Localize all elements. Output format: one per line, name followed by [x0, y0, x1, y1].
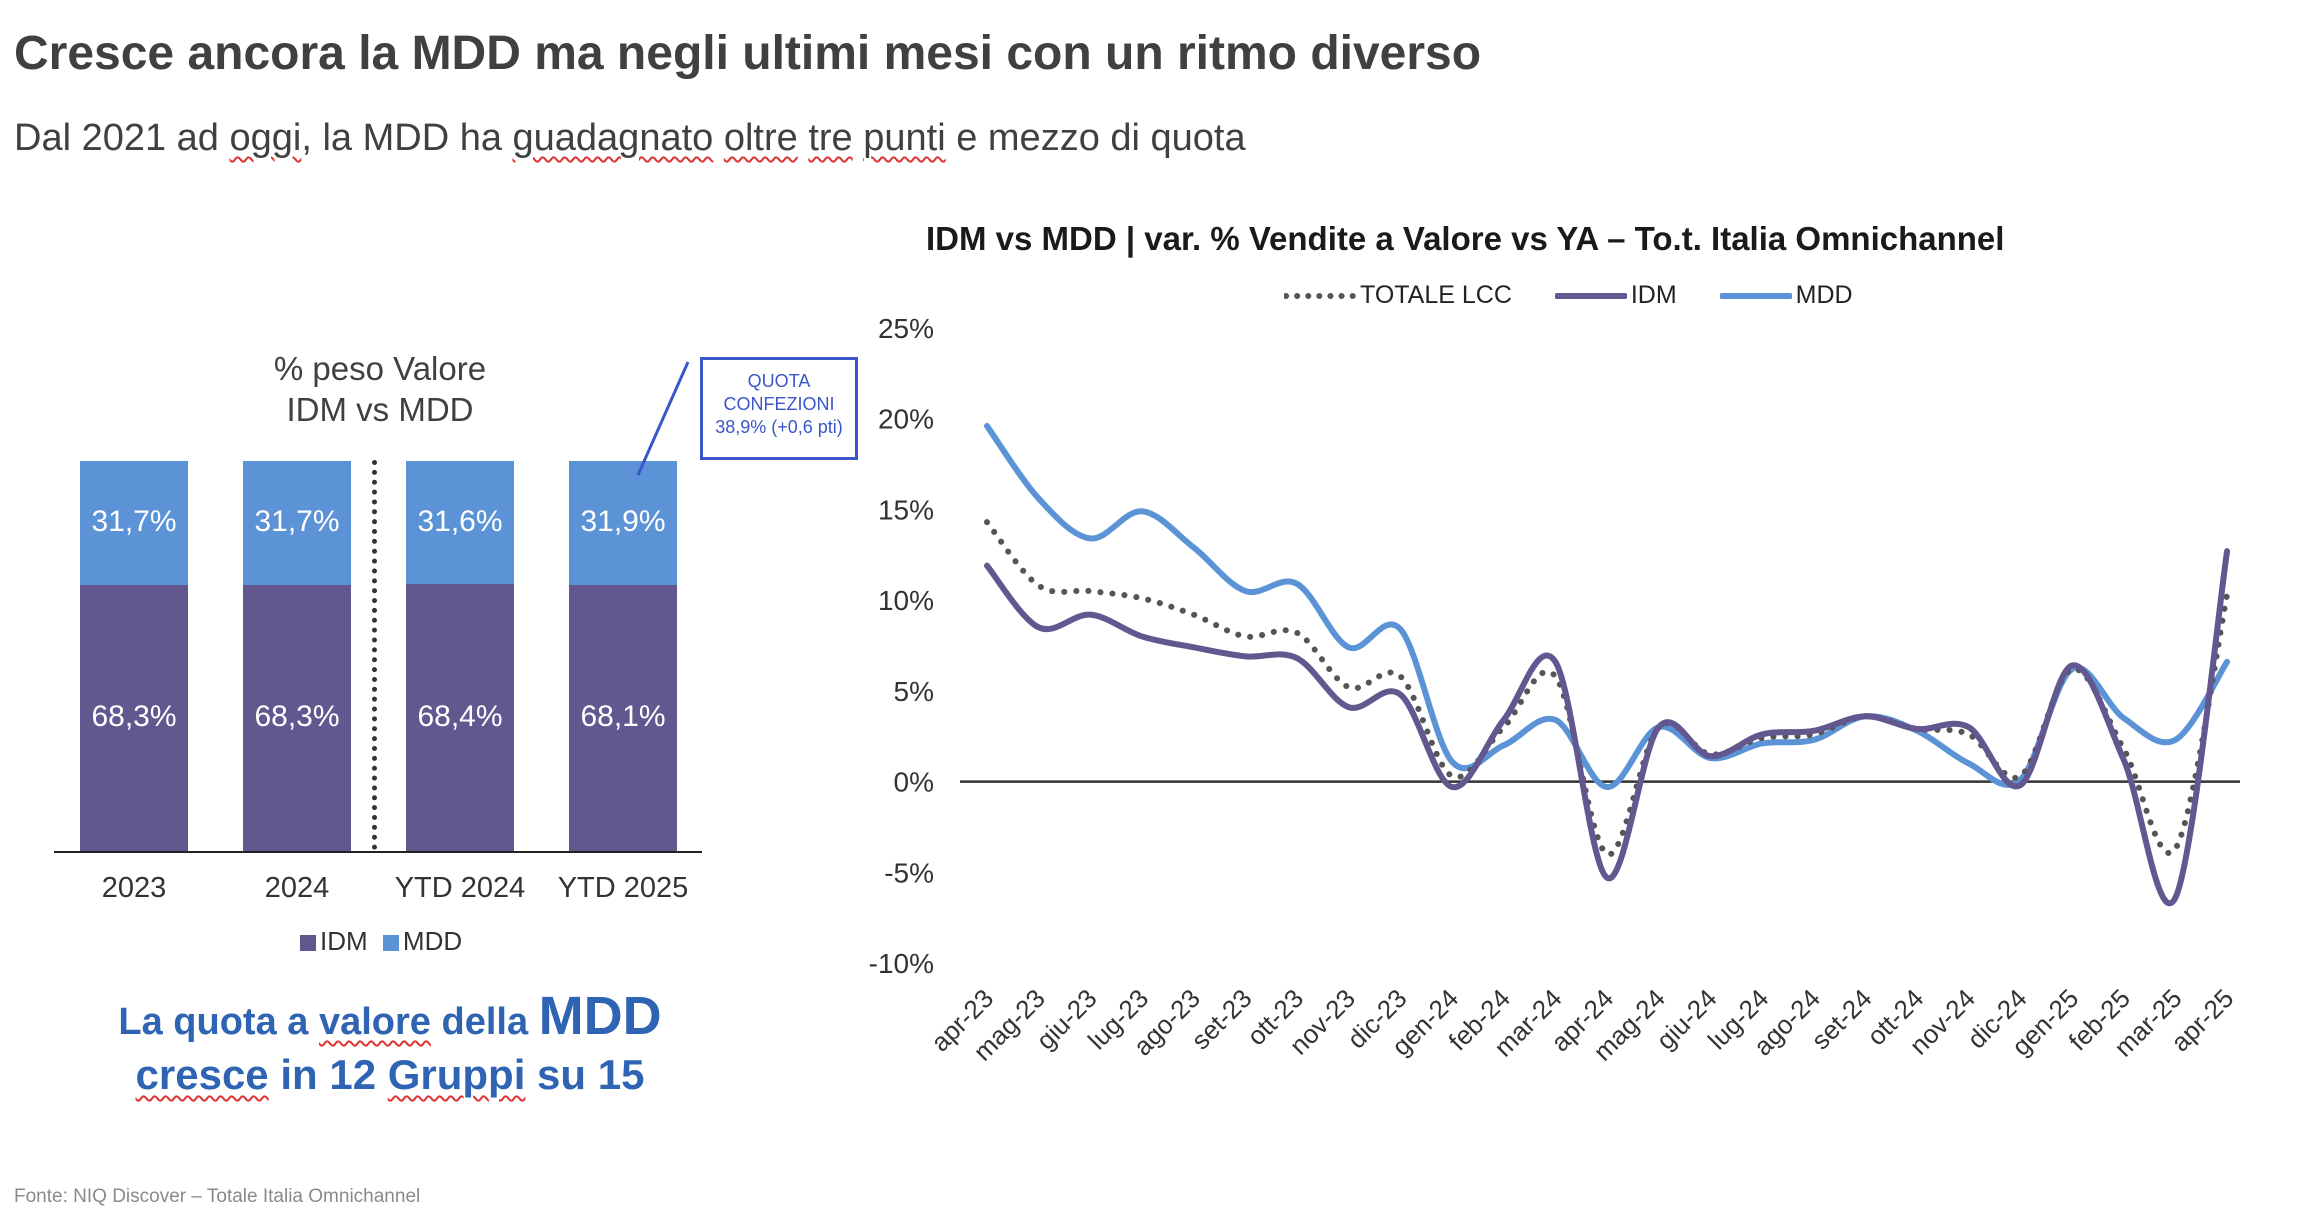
bar-label-mdd: 31,6% [417, 504, 503, 538]
highlight-text: Gruppi [387, 1051, 526, 1098]
subtitle-part: punti [863, 117, 946, 159]
bar-idm [569, 585, 677, 851]
legend-swatch-mdd [382, 935, 399, 952]
bar-mdd [569, 461, 677, 586]
y-tick-label: 5% [894, 676, 934, 707]
callout-pointer-line [636, 361, 690, 476]
subtitle-part: Dal 2021 ad [14, 117, 230, 159]
legend-label-total: TOTALE LCC [1360, 281, 1512, 309]
subtitle-part: oltre [723, 117, 798, 159]
highlight-message: La quota a valore della MDD cresce in 12… [40, 985, 740, 1099]
highlight-text: della [430, 1001, 539, 1043]
y-tick-label: -5% [884, 857, 934, 888]
bar-chart-title-line: IDM vs MDD [286, 391, 474, 428]
ytd-divider-line [372, 460, 377, 850]
bar-category-label: 2024 [264, 872, 330, 904]
bar-idm [243, 584, 351, 851]
line-legend: TOTALE LCC IDM MDD [1284, 281, 1853, 310]
bar-x-axis-line [54, 851, 702, 853]
highlight-text: in 12 [268, 1051, 388, 1098]
legend-swatch-idm [300, 935, 316, 952]
page-title: Cresce ancora la MDD ma negli ultimi mes… [14, 27, 1482, 80]
subtitle-part: guadagnato [512, 117, 714, 159]
bar-idm [406, 584, 514, 851]
series-line-total [984, 519, 2231, 858]
highlight-text: su 15 [525, 1051, 645, 1098]
bar-label-idm: 68,3% [254, 699, 340, 733]
legend-line-mdd [1719, 293, 1792, 300]
callout-line: 38,9% (+0,6 pti) [715, 417, 843, 437]
legend-label-idm-line: IDM [1630, 281, 1677, 309]
y-tick-label: 10% [878, 585, 934, 616]
subtitle-part: tre [808, 117, 853, 159]
bar-label-mdd: 31,7% [91, 504, 177, 538]
legend-label-mdd: MDD [402, 926, 463, 956]
series-line-idm [984, 548, 2231, 907]
bar-category-label: 2023 [101, 872, 167, 904]
subtitle-part: , la MDD ha [301, 117, 513, 159]
highlight-text: cresce [135, 1051, 269, 1098]
highlight-text: La quota a [118, 1001, 319, 1043]
legend-label-mdd-line: MDD [1795, 281, 1853, 309]
bar-label-mdd: 31,7% [254, 504, 340, 538]
x-tick-label: set-24 [1805, 983, 1877, 1055]
y-tick-label: -10% [869, 948, 934, 979]
subtitle-part: e mezzo di quota [945, 117, 1246, 159]
y-tick-label: 20% [878, 404, 934, 435]
line-chart-title: IDM vs MDD | var. % Vendite a Valore vs … [926, 220, 2005, 257]
bar-mdd [243, 461, 351, 585]
callout-connector [636, 361, 690, 476]
y-tick-label: 15% [878, 494, 934, 525]
callout-line: QUOTA [747, 371, 811, 391]
bar-category-label: YTD 2025 [557, 872, 689, 904]
subtitle-part: oggi [229, 117, 302, 159]
x-tick-label: set-23 [1185, 983, 1257, 1055]
y-tick-label: 0% [894, 767, 934, 798]
callout-line: CONFEZIONI [723, 394, 835, 414]
bar-idm [80, 584, 188, 851]
bar-mdd [80, 461, 188, 585]
source-note: Fonte: NIQ Discover – Totale Italia Omni… [14, 1186, 421, 1207]
bar-chart-title-line: % peso Valore [273, 350, 487, 387]
legend-line-idm [1554, 293, 1627, 300]
bar-chart-title: % peso Valore IDM vs MDD [220, 348, 540, 430]
bar-label-mdd: 31,9% [580, 505, 666, 539]
quota-confezioni-callout: QUOTA CONFEZIONI 38,9% (+0,6 pti) [700, 357, 858, 460]
bar-category-label: YTD 2024 [394, 872, 526, 904]
bar-label-idm: 68,1% [580, 700, 666, 734]
page-subtitle: Dal 2021 ad oggi, la MDD ha guadagnato o… [14, 117, 1246, 160]
highlight-text: valore [318, 1001, 431, 1043]
bar-label-idm: 68,4% [417, 699, 503, 733]
highlight-mdd: MDD [538, 986, 662, 1046]
y-tick-label: 25% [878, 313, 934, 344]
bar-label-idm: 68,3% [91, 699, 177, 733]
bar-legend: IDM MDD [300, 926, 462, 957]
legend-label-idm: IDM [320, 926, 368, 956]
bar-mdd [406, 461, 514, 585]
legend-line-total [1284, 293, 1356, 300]
